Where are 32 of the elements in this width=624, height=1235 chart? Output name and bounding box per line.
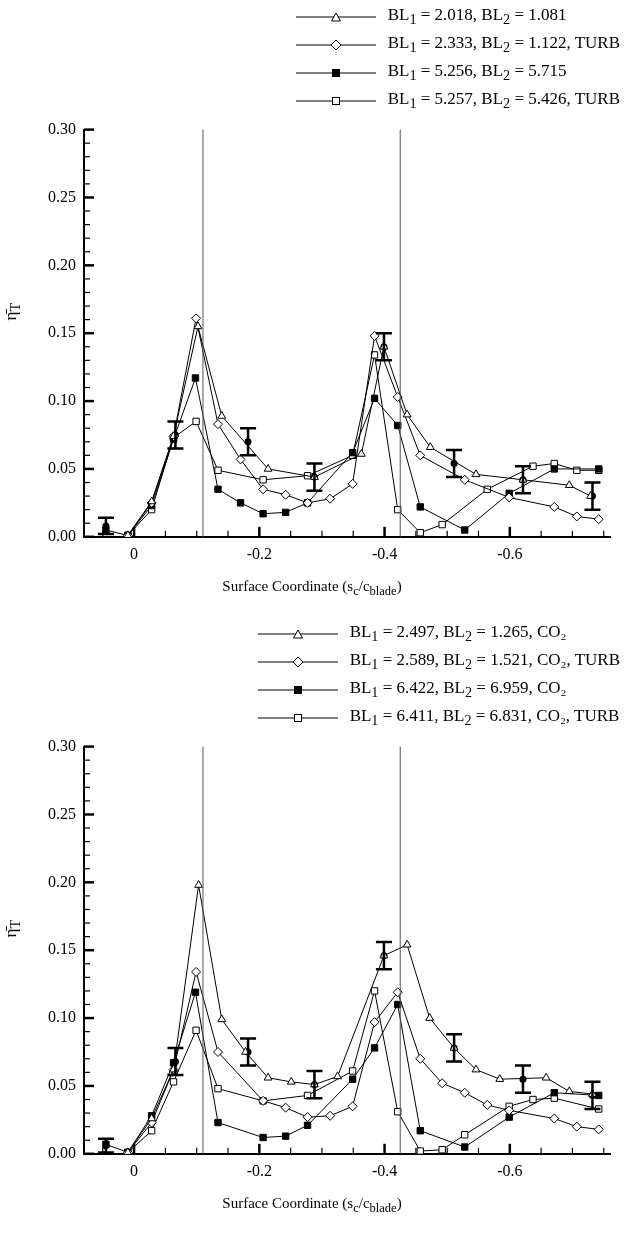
legend-label: BL$_{1}$ = 5.257, BL$_{2}$ = 5.426, TURB [387,89,620,113]
y-tick-label: 0.20 [48,872,76,890]
y-tick-label: 0.20 [48,255,76,273]
y-tick-label: 0.25 [48,804,76,822]
x-tick-label: -0.4 [371,1161,398,1179]
legend-label: BL$_{1}$ = 2.589, BL$_{2}$ = 1.521, CO₂, TURB [349,650,620,674]
y-tick-label: 0.25 [48,187,76,205]
x-tick-label: 0 [130,1161,139,1179]
x-axis-title: Surface Coordinate (s$_{c}$/c$_{blade}$) [221,578,403,599]
y-tick-label: 0.15 [48,323,76,341]
legend-label: BL$_{1}$ = 2.333, BL$_{2}$ = 1.122, TURB [387,33,620,57]
legend-label: BL$_{1}$ = 6.422, BL$_{2}$ = 6.959, CO₂ [349,678,567,702]
y-tick-label: 0.30 [48,736,76,754]
x-tick-label: -0.6 [497,1161,523,1179]
x-tick-label: 0 [130,544,139,562]
legend-label: BL$_{1}$ = 2.018, BL$_{2}$ = 1.081 [387,5,567,29]
x-tick-label: -0.2 [246,1161,272,1179]
y-tick-label: 0.05 [48,1076,76,1094]
legend-label: BL$_{1}$ = 5.256, BL$_{2}$ = 5.715 [387,61,567,85]
legend-label: BL$_{1}$ = 2.497, BL$_{2}$ = 1.265, CO₂ [349,622,567,646]
y-tick-label: 0.15 [48,940,76,958]
legend-label: BL$_{1}$ = 6.411, BL$_{2}$ = 6.831, CO₂, TURB [349,706,620,730]
x-tick-label: -0.6 [497,544,523,562]
y-tick-label: 0.10 [48,1008,76,1026]
x-tick-label: -0.2 [246,544,272,562]
y-tick-label: 0.30 [48,119,76,137]
y-tick-label: 0.10 [48,391,76,409]
y-tick-label: 0.05 [48,459,76,477]
y-tick-label: 0.00 [48,1144,76,1161]
x-axis-title: Surface Coordinate (s$_{c}$/c$_{blade}$) [221,1195,403,1216]
y-tick-label: 0.00 [48,527,76,544]
x-tick-label: -0.4 [371,544,398,562]
